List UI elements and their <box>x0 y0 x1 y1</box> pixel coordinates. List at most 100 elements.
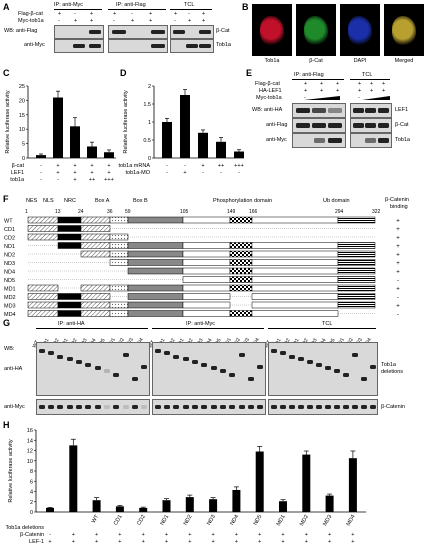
f-domain-segment <box>337 259 376 266</box>
f-domain-segment <box>337 293 376 300</box>
panel-b-images: Tob1a β-Cat DAPI Merged <box>252 4 424 66</box>
f-domain-segment <box>182 276 231 283</box>
g-band-bcat <box>279 405 286 409</box>
y-tick-label: 25 <box>19 84 25 90</box>
factor-sign: + <box>351 539 354 545</box>
f-domain-segment <box>337 250 376 258</box>
factor-sign: + <box>142 532 145 538</box>
g-band-bcat <box>229 405 236 409</box>
factor-sign: + <box>95 539 98 545</box>
f-domain-segment <box>109 284 129 292</box>
e-sign: + <box>336 81 340 87</box>
x-tick-label: ND4 <box>229 514 240 527</box>
g-band <box>315 363 322 367</box>
bar <box>348 458 357 512</box>
a-sign-row2: + <box>202 18 206 24</box>
tcl-line <box>170 9 212 10</box>
factor-sign: - <box>202 170 204 176</box>
f-binding-h1: β-Catenin <box>385 197 409 203</box>
f-domain-segment <box>251 276 339 283</box>
blot-a-tcl-myc <box>170 39 214 53</box>
f-domain-segment <box>127 310 184 317</box>
bar <box>279 501 287 512</box>
g-band-bcat <box>333 405 340 409</box>
a-sign-row2: + <box>149 18 153 24</box>
f-domain-segment <box>80 293 111 300</box>
e-sign: + <box>304 81 308 87</box>
g-band <box>229 373 236 377</box>
f-domain-segment <box>80 216 111 224</box>
g-band-bcat <box>288 405 295 409</box>
g-band-bcat <box>131 405 139 409</box>
g-blot-ha <box>36 342 150 396</box>
factor-sign: + <box>165 539 168 545</box>
g-tcl-line <box>268 328 376 329</box>
e-anti-myc: anti-Myc <box>266 137 287 143</box>
g-band <box>163 351 171 355</box>
f-domain-segment <box>127 301 184 309</box>
f-construct-label: ND3 <box>4 261 15 267</box>
bar <box>92 500 101 512</box>
g-band <box>238 353 245 357</box>
a-sign-row2: + <box>188 18 192 24</box>
bar <box>53 97 63 158</box>
f-position-label: 36 <box>107 209 113 215</box>
a-sign-row1: + <box>174 11 178 17</box>
f-header-box-a: Box A <box>95 198 110 204</box>
f-domain-segment <box>127 250 184 258</box>
f-domain-segment <box>57 216 82 224</box>
f-domain-segment <box>127 284 184 292</box>
f-domain-segment <box>27 284 59 292</box>
f-domain-segment <box>80 310 111 317</box>
f-binding-sign: + <box>396 236 400 242</box>
e-wedge-ip <box>304 96 340 100</box>
panel-label-d: D <box>120 68 127 78</box>
factor-sign: + <box>73 177 76 183</box>
bar <box>87 146 97 158</box>
g-blot-ha <box>268 342 378 396</box>
g-band <box>297 357 304 361</box>
panel-label-f: F <box>3 194 9 204</box>
factor-sign: + <box>48 539 51 545</box>
b-image-label: β-Cat <box>309 58 323 64</box>
tcl-label: TCL <box>184 2 195 8</box>
x-tick-label: MD3 <box>322 514 333 527</box>
f-binding-sign: + <box>396 287 400 293</box>
bar <box>162 122 172 158</box>
f-domain-segment <box>229 284 253 292</box>
factor-sign: + <box>90 163 93 169</box>
g-band-bcat <box>57 405 64 409</box>
g-band-bcat <box>342 405 349 409</box>
factor-sign: + <box>305 539 308 545</box>
factor-sign: - <box>184 163 186 169</box>
g-ip-ha-line <box>36 328 148 329</box>
y-tick-label: 20 <box>19 98 25 104</box>
factor-row-label: LEF1 <box>11 170 24 176</box>
y-tick-label: 0 <box>22 156 25 162</box>
factor-sign: + <box>281 539 284 545</box>
f-binding-sign: + <box>396 304 400 310</box>
e-tcl-line <box>350 79 390 80</box>
g-band-bcat <box>324 405 331 409</box>
y-tick-label: 10 <box>27 459 33 465</box>
factor-row-label: Tob1a deletions <box>5 525 44 531</box>
factor-sign: + <box>118 532 121 538</box>
a-sign-row2: - <box>113 18 115 24</box>
f-domain-segment <box>27 233 59 241</box>
flag-bcat-row-label: Flag-β-cat <box>18 11 43 17</box>
f-position-label: 1 <box>25 209 28 215</box>
factor-sign: + <box>56 163 59 169</box>
panel-label-g: G <box>3 318 11 328</box>
g-band <box>141 365 148 369</box>
a-sign-row1: + <box>202 11 206 17</box>
f-domain-segment <box>229 242 253 249</box>
g-band <box>247 377 255 381</box>
f-header-nes: NES <box>26 198 38 204</box>
bar <box>36 155 46 158</box>
b-image-1 <box>296 4 336 56</box>
f-binding-sign: + <box>396 244 400 250</box>
factor-sign: + <box>107 163 110 169</box>
e-sign: + <box>370 81 374 87</box>
f-position-label: 13 <box>55 209 61 215</box>
factor-row-label: tob1a <box>10 177 25 183</box>
